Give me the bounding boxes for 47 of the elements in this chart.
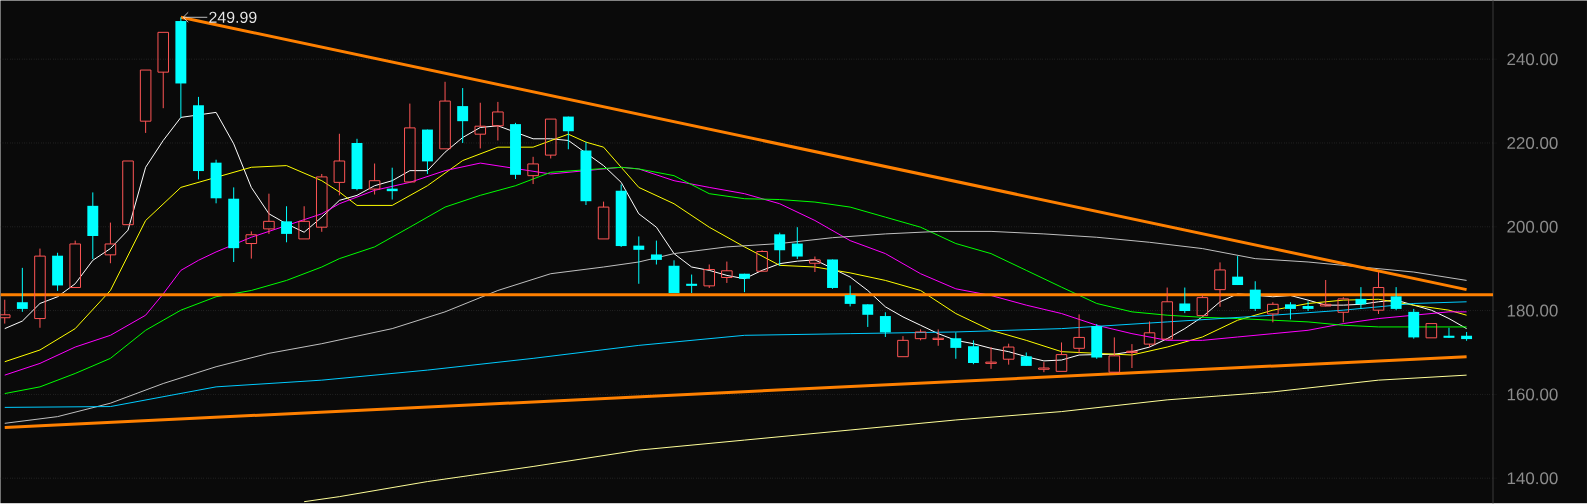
candlestick [245,230,258,260]
candlestick [950,331,962,360]
candlestick [1126,343,1138,369]
candlestick [562,116,574,150]
line-series [303,374,1468,503]
candlestick [333,133,346,196]
candlestick [1073,313,1085,354]
y-tick-label: 200.00 [1507,220,1558,233]
candlestick [16,267,28,313]
line-series [4,230,1468,424]
candlestick [932,329,944,347]
candlestick [1390,286,1402,311]
y-tick-label: 180.00 [1507,304,1558,317]
candlestick [474,102,487,149]
candlestick [774,232,786,267]
candlestick [34,248,46,329]
candlestick [457,87,469,144]
candlestick [1355,286,1367,310]
candlestick [809,256,821,273]
candlestick [1179,287,1191,314]
candlestick [879,311,891,338]
candlestick [686,274,698,294]
candlestick [281,205,292,243]
candlestick [263,193,275,235]
candlestick [721,261,733,284]
candlestick [0,299,11,325]
y-tick-label: 160.00 [1507,388,1558,401]
candlestick [527,156,539,185]
y-tick-label: 220.00 [1507,137,1558,150]
y-tick-label: 240.00 [1507,53,1558,66]
candlestick [791,226,803,260]
candlestick [862,303,874,328]
candlestick [1249,280,1261,312]
y-tick-label: 140.00 [1507,472,1558,485]
candlestick [368,163,381,196]
candlestick [1302,300,1314,312]
candlestick [1214,261,1226,308]
candlestick [633,235,645,285]
candlestick [650,240,662,266]
candlestick [967,339,979,365]
candlestick [1038,361,1050,373]
candlestick [492,101,504,142]
candlestick [1232,255,1244,286]
candlestick [985,346,997,370]
line-series [4,301,1468,408]
candlestick [844,285,856,307]
annotation: 249.99 [209,11,257,23]
